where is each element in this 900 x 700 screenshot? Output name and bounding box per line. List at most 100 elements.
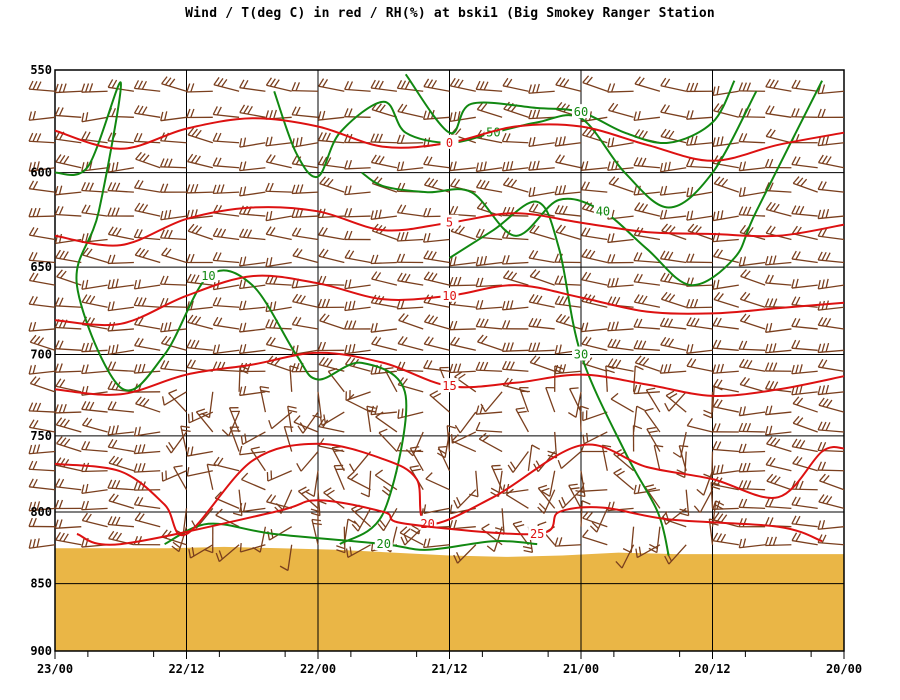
wind-barb (791, 79, 818, 92)
wind-barb (712, 500, 739, 510)
wind-barb-flag (547, 450, 557, 455)
wind-barb-flag (825, 208, 830, 218)
wind-barb-flag (28, 478, 34, 488)
wind-barb-flag (581, 227, 587, 236)
wind-barb (685, 82, 713, 93)
wind-barb-flag (165, 445, 172, 454)
wind-barb (423, 156, 450, 169)
wind-barb-flag (660, 272, 666, 282)
wind-barb-flag (112, 456, 119, 465)
wind-barb-flag (239, 542, 242, 553)
wind-barb-flag (739, 376, 747, 385)
wind-barb-flag (637, 110, 641, 121)
wind-barb-flag (265, 182, 270, 192)
wind-barb-flag (817, 136, 822, 146)
wind-barb-flag (378, 296, 385, 305)
wind-barb-flag (141, 462, 146, 472)
wind-barb-flag (505, 161, 510, 171)
wind-barb-flag (608, 176, 616, 185)
wind-barb-staff (581, 279, 608, 286)
wind-barb-flag (137, 463, 142, 473)
wind-barb-flag (133, 296, 139, 306)
wind-barb-flag (634, 76, 641, 85)
wind-barb-flag (160, 335, 168, 344)
wind-barb-staff (818, 259, 845, 264)
wind-barb-flag (111, 301, 115, 311)
wind-barb-flag (457, 111, 461, 121)
wind-barb-flag (716, 399, 723, 408)
wind-barb-flag (713, 512, 720, 521)
wind-barb (187, 153, 213, 169)
wind-barb (475, 318, 503, 330)
wind-barb-flag (423, 156, 429, 165)
wind-barb-flag (581, 500, 591, 505)
wind-barb (161, 391, 187, 406)
wind-barb (601, 444, 612, 471)
wind-barb-flag (536, 318, 542, 328)
wind-barb-flag (28, 517, 33, 527)
wind-barb (291, 316, 319, 330)
wind-barb-flag (689, 110, 694, 120)
wind-barb (613, 468, 635, 491)
wind-barb-staff (318, 163, 345, 169)
wind-barb-flag (768, 425, 773, 435)
wind-barb (712, 378, 739, 393)
wind-barb-flag (265, 137, 269, 147)
wind-barb (215, 544, 240, 563)
wind-barb-flag (607, 138, 611, 148)
wind-barb-flag (354, 507, 363, 513)
wind-barb-flag (475, 421, 481, 431)
wind-barb-flag (427, 360, 433, 369)
rh-contour-label-bg (572, 346, 590, 361)
wind-barb-staff (665, 395, 687, 413)
wind-barb (818, 397, 845, 413)
wind-barb (212, 344, 240, 355)
wind-barb-flag (580, 161, 585, 171)
wind-barb-flag (694, 318, 700, 327)
wind-barb-flag (220, 184, 225, 194)
isotherm-label: 15 (442, 379, 456, 393)
wind-barb-staff (644, 410, 661, 433)
wind-barb-flag (501, 342, 506, 352)
wind-barb-flag (641, 295, 648, 305)
wind-barb-flag (238, 205, 244, 215)
wind-barb-flag (717, 177, 725, 186)
wind-barb-flag (299, 184, 304, 194)
wind-barb-staff (259, 526, 267, 553)
wind-barb-flag (112, 494, 119, 503)
wind-barb (712, 398, 739, 413)
wind-barb-staff (134, 304, 161, 308)
wind-barb-staff (28, 410, 56, 413)
wind-barb-flag (346, 393, 355, 401)
wind-barb (738, 358, 766, 372)
wind-barb (239, 79, 266, 92)
wind-barb-staff (579, 405, 582, 432)
wind-barb-flag (116, 457, 123, 466)
wind-barb (607, 102, 634, 118)
wind-barb-flag (160, 111, 164, 121)
wind-barb (610, 392, 634, 413)
wind-barb-flag (764, 158, 770, 168)
wind-barb-flag (85, 418, 93, 427)
wind-barb-flag (586, 432, 589, 442)
wind-barb-staff (265, 327, 292, 330)
wind-barb-flag (81, 112, 85, 122)
wind-barb-staff (739, 140, 766, 144)
wind-barb-staff (29, 303, 56, 308)
wind-barb-staff (452, 431, 477, 444)
wind-barb-flag (764, 323, 769, 333)
wind-barb-staff (55, 486, 82, 491)
wind-barb (81, 400, 108, 413)
wind-barb-flag (318, 438, 325, 447)
wind-barb-flag (134, 247, 142, 256)
wind-barb (296, 451, 319, 472)
wind-barb-flag (799, 206, 805, 215)
wind-barb (56, 436, 82, 453)
wind-barb-flag (482, 434, 491, 442)
wind-barb-flag (107, 439, 114, 448)
wind-barb-flag (212, 344, 217, 354)
wind-barb-flag (746, 462, 751, 472)
wind-barb (318, 226, 345, 241)
wind-barb (344, 80, 371, 92)
wind-barb-staff (250, 448, 266, 472)
